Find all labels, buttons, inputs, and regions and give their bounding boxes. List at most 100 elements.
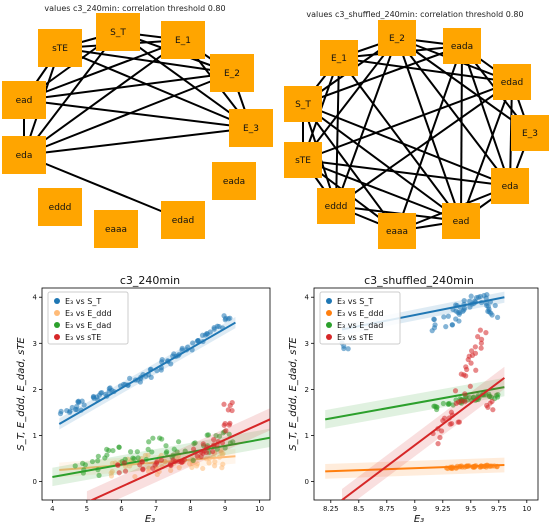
data-point [204,432,210,438]
node-eada: eada [212,162,256,200]
data-point [472,350,479,356]
data-point [440,418,446,424]
data-point [190,457,196,464]
edge-eada-eda [461,45,511,187]
edge-E_2-eddd [335,37,398,207]
data-point [194,453,200,459]
edge-E_3-eda [23,127,252,156]
data-point [478,340,484,346]
series-3 [341,327,506,500]
node-label: E_2 [389,34,405,44]
y-tick-label: 4 [305,294,310,302]
edge-eada-S_T [302,45,463,105]
node-label: S_T [110,28,126,38]
data-point [467,383,473,389]
data-point [127,375,133,381]
data-point [190,446,197,452]
node-label: eda [502,182,519,192]
node-e_2: E_2 [378,20,416,56]
series-1 [325,457,505,479]
data-point [449,420,455,427]
data-point [478,336,485,342]
node-e_1: E_1 [161,21,205,59]
series-3 [86,399,270,500]
data-point [152,462,158,468]
data-point [140,466,146,472]
data-point [458,371,464,377]
regression-line [325,386,505,421]
legend-entry: E₃ vs sTE [337,333,373,342]
edge-E_1-ead [23,39,184,101]
edge-E_2-sTE [59,47,233,74]
plot-title-1: c3_240min [120,274,180,287]
node-label: eada [451,42,473,52]
x-tick-label: 9.75 [491,505,507,513]
data-point [489,312,495,318]
node-ead: ead [2,81,46,119]
node-e_2: E_2 [210,54,254,92]
plot-area [52,313,270,500]
y-tick-label: 0 [33,478,37,486]
data-point [74,406,80,413]
y-tick-label: 2 [33,386,37,394]
data-point [116,470,122,476]
data-point [468,293,474,299]
data-point [194,338,201,344]
node-label: ead [16,96,33,106]
node-e_1: E_1 [320,40,358,76]
regression-line [58,321,236,425]
data-point [174,449,180,455]
legend-entry: E₃ vs E_dad [337,321,383,330]
data-point [95,453,101,459]
data-point [96,472,102,478]
x-tick-label: 7 [154,505,158,513]
data-point [432,322,438,328]
node-label: ead [453,217,470,227]
data-point [492,302,498,309]
data-point [168,467,174,473]
data-point [460,308,466,314]
data-point [341,343,347,349]
x-axis-label-1: E₃ [145,514,155,525]
y-tick-label: 3 [33,340,37,348]
regression-line [59,455,236,472]
edge-ead-E_1 [338,57,462,222]
data-point [448,409,455,415]
node-label: E_1 [331,54,347,64]
data-point [485,404,491,410]
data-point [483,330,489,336]
legend-entry: E₃ vs sTE [65,333,101,342]
data-point [487,400,493,406]
data-point [192,440,198,446]
data-point [229,407,235,414]
edge-E_2-sTE [302,37,398,161]
data-point [441,314,447,320]
series-0 [57,313,236,430]
data-point [485,304,491,310]
data-point [453,400,459,407]
data-point [81,402,87,408]
data-point [469,348,475,354]
data-point [431,403,437,409]
data-point [452,388,459,394]
x-tick-label: 9 [223,505,227,513]
data-point [200,465,206,472]
node-edad: edad [493,64,531,100]
data-point [470,395,476,401]
data-point [190,340,196,346]
data-point [109,460,116,466]
legend-box [319,291,401,345]
data-point [227,402,233,409]
legend-marker [54,334,60,340]
edge-eada-ead [460,45,463,222]
data-point [175,439,182,445]
network-title-1: values c3_240min: correlation threshold … [44,4,225,13]
edge-ead-S_T [302,103,462,222]
data-point [210,448,216,455]
data-point [221,401,227,407]
legend-entry: E₃ vs S_T [65,297,101,306]
data-point [435,441,441,447]
x-tick-label: 9 [413,505,417,513]
y-tick-label: 1 [33,432,37,440]
data-point [149,449,155,455]
